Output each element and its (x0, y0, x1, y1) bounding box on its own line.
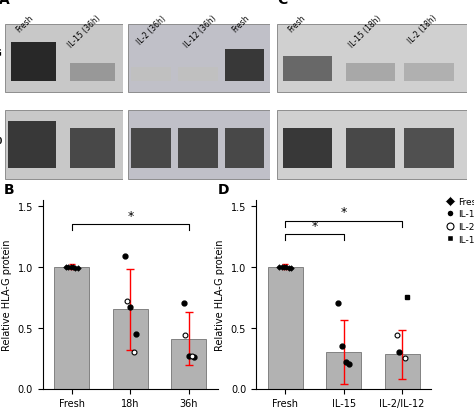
Text: D: D (218, 183, 229, 197)
Text: B: B (4, 183, 15, 197)
Text: IL-2 (18h): IL-2 (18h) (406, 14, 438, 46)
Text: *: * (311, 219, 318, 232)
Text: A: A (0, 0, 9, 7)
Bar (225, 129, 264, 169)
Bar (70, 129, 115, 169)
Bar (268, 267, 303, 389)
Text: *: * (127, 209, 134, 222)
Bar (283, 129, 332, 169)
Bar (5, 111, 123, 180)
Bar (283, 57, 332, 82)
Bar (404, 64, 454, 82)
Text: IL-12 (36h): IL-12 (36h) (182, 14, 218, 49)
Text: IL-15 (18h): IL-15 (18h) (347, 14, 383, 49)
Bar (10, 43, 56, 82)
Bar (404, 129, 454, 169)
Bar (277, 25, 467, 93)
Bar (113, 310, 148, 389)
Bar (70, 64, 115, 82)
Bar (277, 111, 467, 180)
Bar (225, 50, 264, 82)
Legend: Fresh, IL-15, IL-2, IL-12: Fresh, IL-15, IL-2, IL-12 (445, 196, 474, 246)
Bar (384, 355, 419, 389)
Text: *: * (340, 206, 347, 219)
Bar (326, 352, 361, 389)
Bar (171, 339, 206, 389)
Bar (131, 129, 171, 169)
Y-axis label: Relative HLA-G protein: Relative HLA-G protein (215, 239, 225, 350)
Bar (178, 68, 218, 82)
Bar (8, 122, 56, 169)
Text: C: C (277, 0, 288, 7)
Bar (128, 25, 270, 93)
Bar (346, 64, 395, 82)
Bar (55, 267, 90, 389)
Text: Fresh: Fresh (230, 14, 251, 35)
Text: Fresh: Fresh (14, 14, 35, 35)
Text: IL-15 (36h): IL-15 (36h) (66, 14, 102, 49)
Bar (128, 111, 270, 180)
Bar (5, 25, 123, 93)
Text: IL-2 (36h): IL-2 (36h) (135, 14, 167, 46)
Bar (346, 129, 395, 169)
Bar (131, 68, 171, 82)
Text: Fresh: Fresh (287, 14, 308, 35)
Text: HLA-G: HLA-G (0, 49, 2, 58)
Text: HSP70: HSP70 (0, 137, 2, 146)
Y-axis label: Relative HLA-G protein: Relative HLA-G protein (2, 239, 12, 350)
Bar (178, 129, 218, 169)
